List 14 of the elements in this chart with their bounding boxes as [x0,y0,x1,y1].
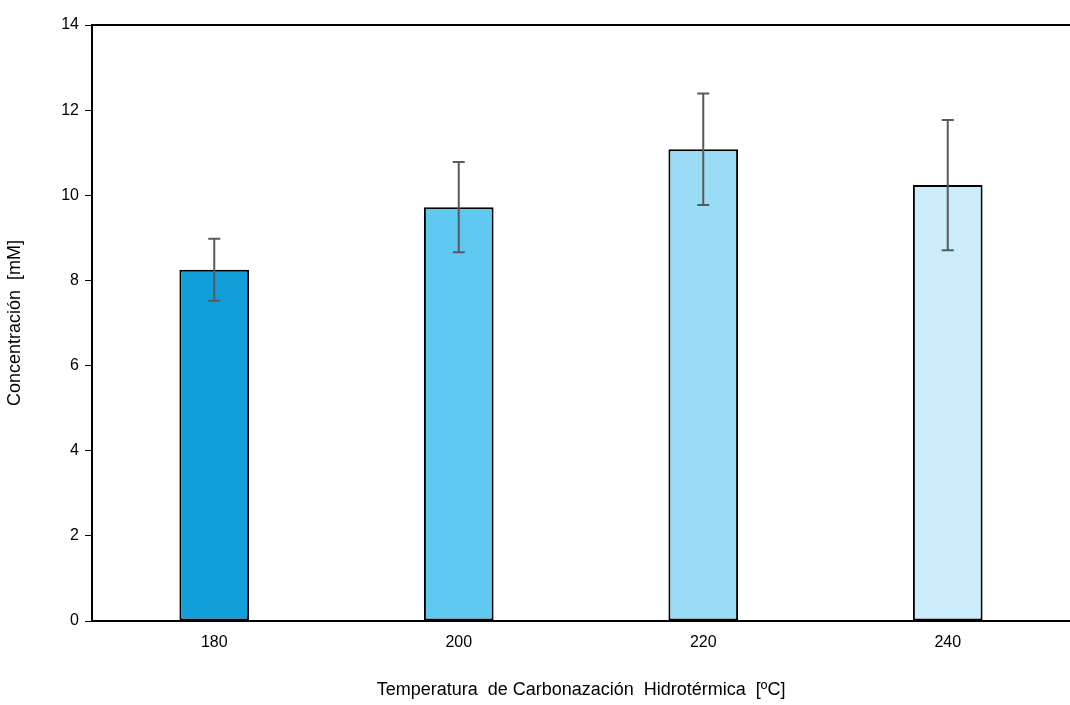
y-tick-label: 2 [70,526,80,544]
x-tick-label: 220 [689,633,717,651]
y-tick-label: 14 [61,15,80,33]
x-axis-title: Temperatura de Carbonazación Hidrotérmica [ºC] [376,679,786,700]
y-tick-label: 6 [70,355,80,373]
y-tick-label: 0 [70,611,80,629]
y-tick-label: 10 [61,185,80,203]
x-tick-label: 240 [934,633,962,651]
x-tick-label: 200 [445,633,473,651]
y-tick-label: 4 [70,441,80,459]
x-tick-label: 180 [200,633,228,651]
y-tick-label: 8 [70,270,80,288]
y-axis-title: Concentración [mM] [3,239,24,407]
y-tick-label: 12 [61,100,80,118]
